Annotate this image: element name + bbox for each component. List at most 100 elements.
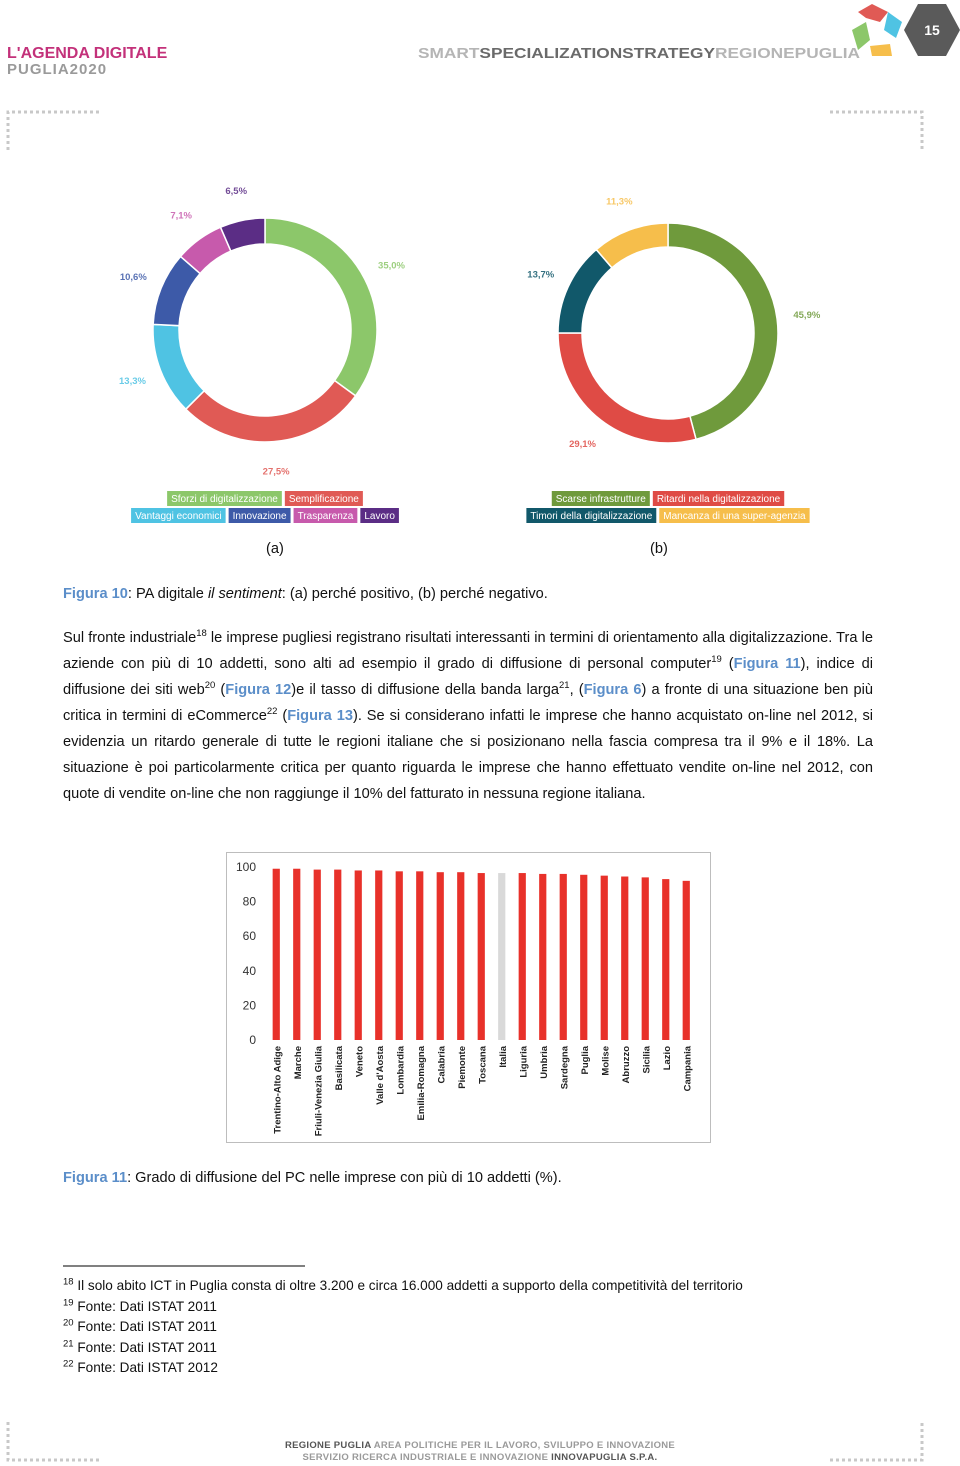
legend-swatch xyxy=(228,508,291,523)
legend-swatch xyxy=(293,508,358,523)
x-tick-label: Calabria xyxy=(436,1045,447,1083)
bar xyxy=(600,875,608,1040)
strategy-banner: SMART SPECIALIZATIONSTRATEGY REGIONEPUGLIA xyxy=(418,45,860,62)
x-tick-label: Veneto xyxy=(354,1046,365,1077)
legend-swatch xyxy=(167,491,282,506)
donut-slice xyxy=(184,379,357,443)
legend-swatch xyxy=(526,508,657,523)
legend-row: Timori della digitalizzazione Mancanza di… xyxy=(526,508,810,523)
bar xyxy=(580,874,588,1040)
legend-label: Sforzi di digitalizzazione xyxy=(171,494,278,505)
figure-ref: Figura 13 xyxy=(287,708,353,724)
bar xyxy=(436,872,444,1040)
strategy-part: SMART xyxy=(418,45,479,62)
caption-ref: Figura 10 xyxy=(63,586,128,602)
footnote-ref: 21 xyxy=(558,680,570,692)
logo-title: L'AGENDA DIGITALE xyxy=(7,45,168,62)
legend-row: Scarse infrastrutture Ritardi nella digit… xyxy=(551,491,785,506)
text: , ( xyxy=(569,682,584,698)
text: ( xyxy=(721,656,734,672)
footnote: 21 Fonte: Dati ISTAT 2011 xyxy=(63,1338,743,1359)
footer-line: SERVIZIO RICERCA INDUSTRIALE E INNOVAZIO… xyxy=(0,1452,960,1463)
bar xyxy=(416,871,424,1040)
text: )e il tasso di diffusione della banda la… xyxy=(291,682,559,698)
bar xyxy=(621,876,629,1040)
footer-part: SERVIZIO RICERCA INDUSTRIALE E INNOVAZIO… xyxy=(302,1452,552,1463)
footer-part: INNOVAPUGLIA S.P.A. xyxy=(551,1452,658,1463)
legend-swatch xyxy=(551,491,650,506)
x-tick-label: Italia xyxy=(498,1045,509,1067)
footnote-ref: 18 xyxy=(196,628,207,640)
figure-caption: Figura 11: Grado di diffusione del PC ne… xyxy=(63,1170,562,1186)
x-tick-label: Molise xyxy=(600,1046,611,1076)
x-tick-label: Emilia-Romagna xyxy=(416,1045,427,1120)
legend-label: Trasparenza xyxy=(298,511,354,522)
legend-swatch xyxy=(652,491,785,506)
x-tick-label: Sicilia xyxy=(641,1045,652,1073)
donut-slice xyxy=(595,222,669,269)
bar xyxy=(313,869,321,1040)
bar xyxy=(293,868,301,1040)
text: ( xyxy=(277,708,288,724)
x-tick-label: Puglia xyxy=(580,1045,591,1074)
legend-label: Timori della digitalizzazione xyxy=(530,511,652,522)
value-label: 11,3% xyxy=(606,197,633,208)
footnote: 20 Fonte: Dati ISTAT 2011 xyxy=(63,1317,743,1338)
bar xyxy=(682,880,690,1040)
figure-ref: Figura 6 xyxy=(583,682,642,698)
donut-slice xyxy=(152,323,206,411)
legend-label: Mancanza di una super-agenzia xyxy=(663,511,806,522)
page-logo xyxy=(852,4,960,56)
y-tick-label: 80 xyxy=(243,895,257,909)
footnote-number: 21 xyxy=(63,1338,74,1350)
x-tick-label: Trentino-Alto Adige xyxy=(272,1046,283,1134)
donut-slice xyxy=(557,332,697,444)
footer-part: AREA POLITICHE PER IL LAVORO, SVILUPPO E… xyxy=(371,1440,676,1451)
footnote-number: 22 xyxy=(63,1358,74,1370)
donut-slice xyxy=(264,217,378,397)
figure-ref: Figura 12 xyxy=(225,682,292,698)
legend-swatch xyxy=(131,508,226,523)
x-tick-label: Piemonte xyxy=(457,1046,468,1089)
value-label: 10,6% xyxy=(120,272,147,283)
caption-text: : PA digitale xyxy=(127,586,208,602)
footnote-ref: 22 xyxy=(266,706,278,718)
bar xyxy=(641,877,649,1040)
bar xyxy=(559,873,567,1040)
x-tick-label: Marche xyxy=(293,1046,304,1079)
footnote-text: Fonte: Dati ISTAT 2011 xyxy=(77,1319,217,1335)
panel-label: (b) xyxy=(650,541,668,557)
legend-label: Innovazione xyxy=(233,511,287,522)
footnote: 19 Fonte: Dati ISTAT 2011 xyxy=(63,1297,743,1318)
x-tick-label: Valle d'Aosta xyxy=(375,1045,386,1104)
text: ( xyxy=(215,682,226,698)
strategy-part: REGIONEPUGLIA xyxy=(715,45,860,62)
x-tick-label: Lazio xyxy=(662,1046,673,1070)
footnote: 18 Il solo abito ICT in Puglia consta di… xyxy=(63,1276,743,1297)
value-label: 13,7% xyxy=(527,270,554,281)
y-tick-label: 20 xyxy=(243,998,257,1012)
footnote-text: Fonte: Dati ISTAT 2012 xyxy=(77,1360,218,1376)
x-tick-label: Lombardia xyxy=(395,1045,406,1094)
y-tick-label: 100 xyxy=(236,860,256,874)
bar xyxy=(375,870,383,1040)
bar xyxy=(395,871,403,1040)
bar xyxy=(272,868,280,1040)
legend-label: Semplificazione xyxy=(289,494,359,505)
x-tick-label: Basilicata xyxy=(334,1045,345,1090)
legend-row: Vantaggi economici Innovazione Trasparenza… xyxy=(131,508,399,523)
x-tick-label: Campania xyxy=(682,1045,693,1091)
footer-line: REGIONE PUGLIA AREA POLITICHE PER IL LAV… xyxy=(0,1440,960,1451)
y-tick-label: 60 xyxy=(243,929,257,943)
footnote: 22 Fonte: Dati ISTAT 2012 xyxy=(63,1358,743,1379)
body-paragraph: Sul fronte industriale18 le imprese pugl… xyxy=(63,625,873,807)
value-label: 35,0% xyxy=(378,261,405,272)
text: ). Se si considerano infatti le imprese … xyxy=(63,708,873,802)
x-tick-label: Abruzzo xyxy=(621,1046,632,1084)
footer-part: REGIONE PUGLIA xyxy=(284,1440,372,1451)
legend-row: Sforzi di digitalizzazione Semplificazion… xyxy=(167,491,363,506)
bar xyxy=(498,873,506,1040)
caption-text: : Grado di diffusione del PC nelle impre… xyxy=(127,1170,562,1186)
footnote-number: 19 xyxy=(63,1297,74,1309)
